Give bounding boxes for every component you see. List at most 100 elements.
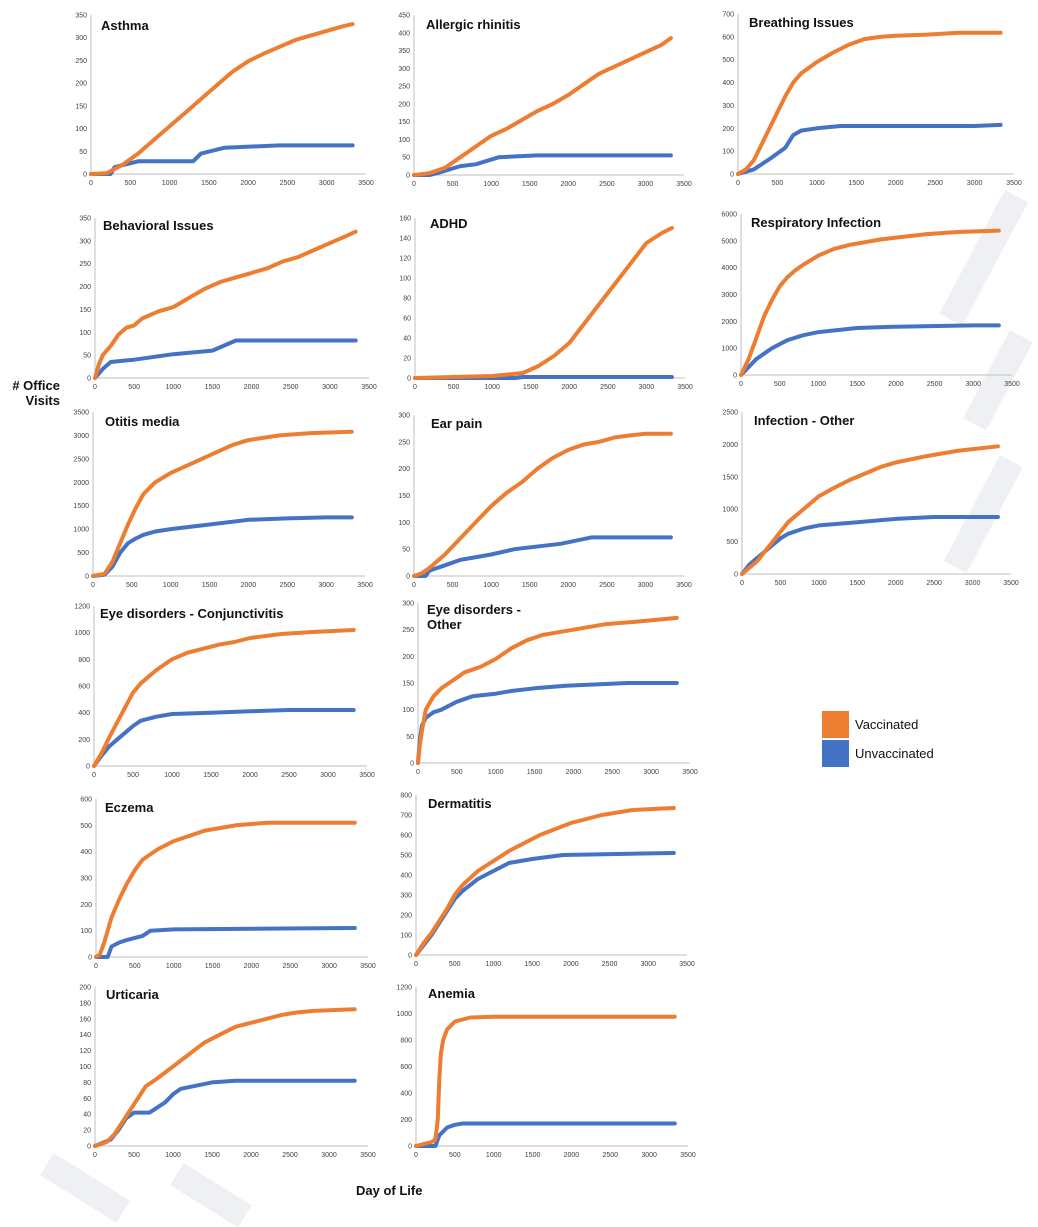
y-tick-label: 5000 bbox=[721, 238, 737, 245]
y-tick-label: 100 bbox=[722, 149, 734, 156]
x-tick-label: 3500 bbox=[360, 1152, 376, 1159]
y-tick-label: 1200 bbox=[396, 985, 412, 992]
y-tick-label: 0 bbox=[85, 574, 89, 581]
y-tick-label: 200 bbox=[75, 81, 87, 88]
y-tick-label: 0 bbox=[86, 764, 90, 771]
x-tick-label: 3000 bbox=[322, 384, 338, 391]
x-tick-label: 1500 bbox=[203, 772, 219, 779]
series-line-unvaccinated bbox=[412, 153, 673, 177]
chart-title: Anemia bbox=[428, 986, 476, 1001]
y-tick-label: 120 bbox=[79, 1048, 91, 1055]
x-tick-label: 2500 bbox=[280, 180, 296, 187]
series-line-unvaccinated bbox=[412, 535, 673, 578]
x-tick-label: 0 bbox=[412, 181, 416, 188]
y-tick-label: 200 bbox=[722, 126, 734, 133]
x-tick-label: 2000 bbox=[566, 769, 582, 776]
y-tick-label: 500 bbox=[726, 539, 738, 546]
y-tick-label: 2500 bbox=[73, 456, 89, 463]
x-tick-label: 500 bbox=[127, 772, 139, 779]
y-tick-label: 800 bbox=[400, 793, 412, 800]
x-tick-label: 2500 bbox=[604, 769, 620, 776]
x-tick-label: 3500 bbox=[361, 384, 377, 391]
x-tick-label: 1000 bbox=[488, 769, 504, 776]
x-tick-label: 3500 bbox=[359, 772, 375, 779]
legend-label-vaccinated: Vaccinated bbox=[855, 717, 919, 732]
y-tick-label: 400 bbox=[80, 849, 92, 856]
x-tick-label: 0 bbox=[412, 582, 416, 589]
y-tick-label: 2000 bbox=[721, 319, 737, 326]
y-tick-label: 1500 bbox=[722, 474, 738, 481]
x-tick-label: 1500 bbox=[205, 963, 221, 970]
y-tick-label: 0 bbox=[410, 761, 414, 768]
x-tick-label: 2500 bbox=[283, 384, 299, 391]
x-tick-label: 3000 bbox=[967, 180, 983, 187]
y-tick-label: 1000 bbox=[73, 527, 89, 534]
y-tick-label: 600 bbox=[78, 684, 90, 691]
x-tick-label: 500 bbox=[126, 582, 138, 589]
y-tick-label: 0 bbox=[406, 173, 410, 180]
y-tick-label: 200 bbox=[78, 737, 90, 744]
x-tick-label: 3500 bbox=[360, 963, 376, 970]
y-tick-label: 50 bbox=[402, 547, 410, 554]
y-tick-label: 200 bbox=[400, 1117, 412, 1124]
y-tick-label: 400 bbox=[398, 30, 410, 37]
x-tick-label: 1500 bbox=[523, 384, 539, 391]
x-tick-label: 3000 bbox=[643, 769, 659, 776]
y-tick-label: 60 bbox=[83, 1096, 91, 1103]
series-line-vaccinated bbox=[736, 30, 1003, 176]
x-tick-label: 1500 bbox=[522, 181, 538, 188]
y-tick-label: 200 bbox=[80, 902, 92, 909]
x-tick-label: 3000 bbox=[321, 1152, 337, 1159]
series-line-unvaccinated bbox=[736, 122, 1003, 176]
x-tick-label: 500 bbox=[772, 180, 784, 187]
y-tick-label: 1500 bbox=[73, 503, 89, 510]
chart-panel-otitis-media: 0 500 1000 1500 2000 2500 3000 3500 0 500 1000 1500… bbox=[73, 410, 372, 590]
chart-title: Urticaria bbox=[106, 987, 160, 1002]
y-tick-label: 200 bbox=[402, 654, 414, 661]
y-tick-label: 4000 bbox=[721, 265, 737, 272]
x-tick-label: 2500 bbox=[281, 772, 297, 779]
legend-item-vaccinated: Vaccinated bbox=[822, 710, 934, 739]
x-tick-label: 3000 bbox=[320, 772, 336, 779]
x-tick-label: 3000 bbox=[639, 384, 655, 391]
y-tick-label: 50 bbox=[79, 149, 87, 156]
x-tick-label: 1500 bbox=[849, 580, 865, 587]
y-tick-label: 300 bbox=[79, 238, 91, 245]
y-tick-label: 400 bbox=[400, 873, 412, 880]
x-tick-label: 1500 bbox=[524, 961, 540, 968]
x-tick-label: 1000 bbox=[809, 180, 825, 187]
y-tick-label: 200 bbox=[79, 284, 91, 291]
y-tick-label: 600 bbox=[722, 34, 734, 41]
y-tick-label: 50 bbox=[83, 353, 91, 360]
x-tick-label: 1000 bbox=[811, 381, 827, 388]
x-tick-label: 3500 bbox=[676, 181, 692, 188]
x-tick-label: 2000 bbox=[560, 582, 576, 589]
x-tick-label: 1000 bbox=[165, 384, 181, 391]
x-tick-label: 500 bbox=[124, 180, 136, 187]
x-tick-label: 0 bbox=[91, 582, 95, 589]
x-tick-label: 0 bbox=[739, 381, 743, 388]
y-tick-label: 500 bbox=[77, 550, 89, 557]
y-tick-label: 150 bbox=[402, 681, 414, 688]
y-tick-label: 2000 bbox=[73, 480, 89, 487]
x-tick-label: 500 bbox=[448, 384, 460, 391]
x-tick-label: 2000 bbox=[560, 181, 576, 188]
chart-title: Infection - Other bbox=[754, 413, 854, 428]
y-tick-label: 100 bbox=[75, 126, 87, 133]
x-tick-label: 2500 bbox=[600, 384, 616, 391]
chart-title: ADHD bbox=[430, 216, 468, 231]
y-tick-label: 40 bbox=[83, 1112, 91, 1119]
y-tick-label: 120 bbox=[399, 256, 411, 263]
y-tick-label: 250 bbox=[79, 261, 91, 268]
y-tick-label: 300 bbox=[402, 601, 414, 608]
x-tick-label: 2500 bbox=[282, 963, 298, 970]
legend-swatch-unvaccinated bbox=[822, 740, 849, 767]
x-tick-label: 1000 bbox=[483, 582, 499, 589]
x-tick-label: 2500 bbox=[602, 961, 618, 968]
y-tick-label: 250 bbox=[398, 439, 410, 446]
y-tick-label: 2500 bbox=[722, 410, 738, 417]
